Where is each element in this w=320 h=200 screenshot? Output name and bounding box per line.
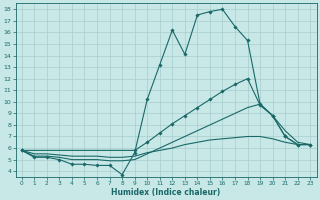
X-axis label: Humidex (Indice chaleur): Humidex (Indice chaleur) [111,188,221,197]
